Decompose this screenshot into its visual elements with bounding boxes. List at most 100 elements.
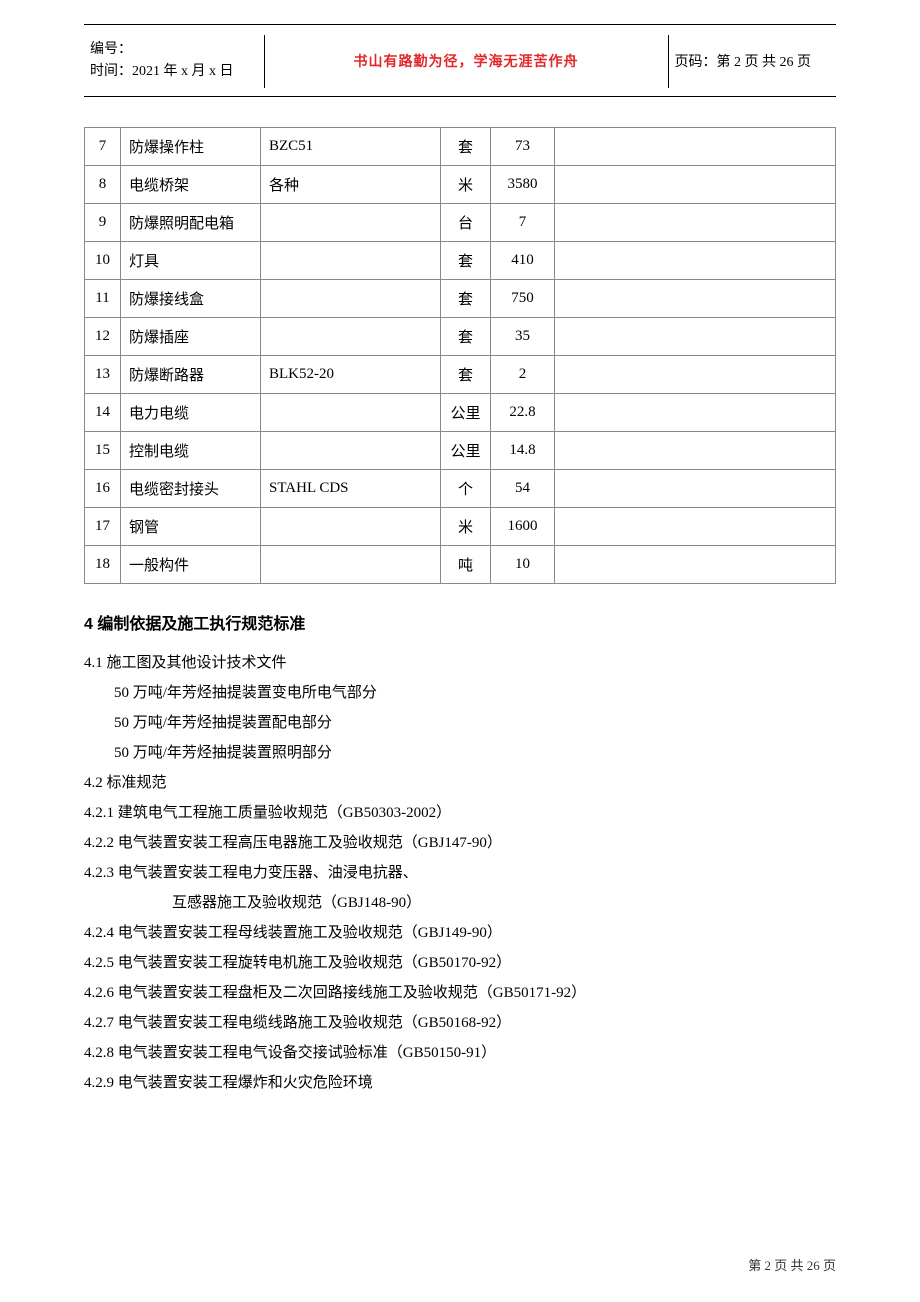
cell-qty: 54 (491, 469, 555, 507)
table-row: 13防爆断路器BLK52-20套2 (85, 355, 836, 393)
p-4-2-8: 4.2.8 电气装置安装工程电气设备交接试验标准（GB50150-91） (84, 1038, 836, 1068)
table-row: 16电缆密封接头STAHL CDS个54 (85, 469, 836, 507)
materials-table: 7防爆操作柱BZC51套738电缆桥架各种米35809防爆照明配电箱台710灯具… (84, 127, 836, 584)
cell-name: 钢管 (121, 507, 261, 545)
cell-qty: 22.8 (491, 393, 555, 431)
top-rule (84, 24, 836, 25)
cell-qty: 10 (491, 545, 555, 583)
cell-note (555, 431, 836, 469)
cell-note (555, 355, 836, 393)
cell-qty: 7 (491, 203, 555, 241)
cell-spec (261, 317, 441, 355)
table-row: 18一般构件 吨10 (85, 545, 836, 583)
cell-note (555, 127, 836, 165)
cell-spec (261, 279, 441, 317)
header-motto: 书山有路勤为径，学海无涯苦作舟 (264, 35, 668, 88)
cell-unit: 米 (441, 507, 491, 545)
header-page-label: 页码：第 2 页 共 26 页 (668, 35, 836, 88)
cell-qty: 750 (491, 279, 555, 317)
table-row: 8电缆桥架各种米3580 (85, 165, 836, 203)
table-row: 15控制电缆公里14.8 (85, 431, 836, 469)
p-4-2-9: 4.2.9 电气装置安装工程爆炸和火灾危险环境 (84, 1068, 836, 1098)
p-4-2-7: 4.2.7 电气装置安装工程电缆线路施工及验收规范（GB50168-92） (84, 1008, 836, 1038)
cell-note (555, 393, 836, 431)
p-4-1c: 50 万吨/年芳烃抽提装置照明部分 (84, 738, 836, 768)
cell-unit: 公里 (441, 431, 491, 469)
p-4-2-3: 4.2.3 电气装置安装工程电力变压器、油浸电抗器、 (84, 858, 836, 888)
cell-index: 12 (85, 317, 121, 355)
cell-unit: 个 (441, 469, 491, 507)
section-4-title: 4 编制依据及施工执行规范标准 (84, 610, 836, 634)
header-rule-bottom (84, 96, 836, 97)
cell-name: 防爆照明配电箱 (121, 203, 261, 241)
cell-unit: 套 (441, 355, 491, 393)
cell-qty: 410 (491, 241, 555, 279)
cell-unit: 吨 (441, 545, 491, 583)
cell-spec: BZC51 (261, 127, 441, 165)
cell-unit: 套 (441, 317, 491, 355)
cell-index: 13 (85, 355, 121, 393)
cell-unit: 公里 (441, 393, 491, 431)
cell-name: 一般构件 (121, 545, 261, 583)
cell-name: 灯具 (121, 241, 261, 279)
cell-spec (261, 203, 441, 241)
cell-spec (261, 545, 441, 583)
cell-index: 15 (85, 431, 121, 469)
cell-unit: 套 (441, 127, 491, 165)
p-4-2-3b: 互感器施工及验收规范（GBJ148-90） (84, 888, 836, 918)
p-4-1: 4.1 施工图及其他设计技术文件 (84, 648, 836, 678)
cell-note (555, 469, 836, 507)
cell-note (555, 279, 836, 317)
section-4-body: 4.1 施工图及其他设计技术文件 50 万吨/年芳烃抽提装置变电所电气部分 50… (84, 648, 836, 1098)
cell-spec (261, 431, 441, 469)
cell-note (555, 165, 836, 203)
cell-qty: 73 (491, 127, 555, 165)
header-left: 编号： 时间：2021 年 x 月 x 日 (84, 35, 264, 88)
table-row: 9防爆照明配电箱 台7 (85, 203, 836, 241)
cell-spec (261, 393, 441, 431)
cell-unit: 米 (441, 165, 491, 203)
cell-spec (261, 241, 441, 279)
p-4-2-6: 4.2.6 电气装置安装工程盘柜及二次回路接线施工及验收规范（GB50171-9… (84, 978, 836, 1008)
page: 编号： 时间：2021 年 x 月 x 日 书山有路勤为径，学海无涯苦作舟 页码… (0, 0, 920, 1302)
page-footer: 第 2 页 共 26 页 (748, 1255, 836, 1274)
cell-name: 防爆断路器 (121, 355, 261, 393)
header: 编号： 时间：2021 年 x 月 x 日 书山有路勤为径，学海无涯苦作舟 页码… (84, 35, 836, 88)
cell-index: 11 (85, 279, 121, 317)
doc-time-label: 时间：2021 年 x 月 x 日 (90, 61, 258, 83)
cell-index: 18 (85, 545, 121, 583)
cell-index: 9 (85, 203, 121, 241)
p-4-2-1: 4.2.1 建筑电气工程施工质量验收规范（GB50303-2002） (84, 798, 836, 828)
p-4-2-4: 4.2.4 电气装置安装工程母线装置施工及验收规范（GBJ149-90） (84, 918, 836, 948)
cell-spec: BLK52-20 (261, 355, 441, 393)
cell-unit: 套 (441, 241, 491, 279)
cell-name: 防爆操作柱 (121, 127, 261, 165)
cell-note (555, 545, 836, 583)
p-4-2: 4.2 标准规范 (84, 768, 836, 798)
table-row: 14电力电缆 公里22.8 (85, 393, 836, 431)
table-row: 17钢管 米1600 (85, 507, 836, 545)
cell-note (555, 241, 836, 279)
cell-note (555, 203, 836, 241)
doc-id-label: 编号： (90, 39, 258, 61)
cell-unit: 台 (441, 203, 491, 241)
cell-index: 7 (85, 127, 121, 165)
table-row: 12防爆插座套35 (85, 317, 836, 355)
cell-name: 防爆接线盒 (121, 279, 261, 317)
cell-index: 8 (85, 165, 121, 203)
cell-index: 16 (85, 469, 121, 507)
cell-note (555, 507, 836, 545)
p-4-1a: 50 万吨/年芳烃抽提装置变电所电气部分 (84, 678, 836, 708)
cell-index: 17 (85, 507, 121, 545)
header-table: 编号： 时间：2021 年 x 月 x 日 书山有路勤为径，学海无涯苦作舟 页码… (84, 35, 836, 88)
table-row: 10灯具套410 (85, 241, 836, 279)
table-row: 7防爆操作柱BZC51套73 (85, 127, 836, 165)
cell-name: 电力电缆 (121, 393, 261, 431)
p-4-1b: 50 万吨/年芳烃抽提装置配电部分 (84, 708, 836, 738)
cell-qty: 2 (491, 355, 555, 393)
cell-unit: 套 (441, 279, 491, 317)
cell-index: 14 (85, 393, 121, 431)
p-4-2-2: 4.2.2 电气装置安装工程高压电器施工及验收规范（GBJ147-90） (84, 828, 836, 858)
cell-qty: 1600 (491, 507, 555, 545)
cell-qty: 14.8 (491, 431, 555, 469)
